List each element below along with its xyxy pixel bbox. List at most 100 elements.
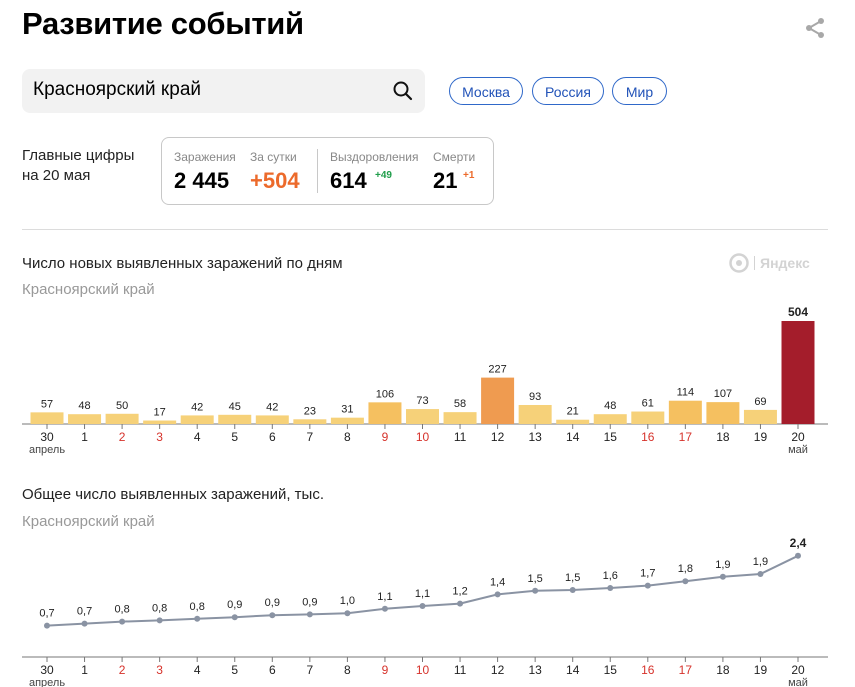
point-value-label: 1,9 bbox=[753, 556, 768, 568]
deaths-delta: +1 bbox=[463, 170, 475, 181]
bar-value-label: 45 bbox=[229, 401, 241, 413]
bar bbox=[330, 417, 364, 424]
x-tick-label: 6 bbox=[269, 430, 276, 444]
x-tick-label: 18 bbox=[716, 430, 730, 444]
x-tick-label: 7 bbox=[307, 663, 314, 677]
stats-divider bbox=[317, 149, 318, 193]
point-value-label: 1,6 bbox=[603, 570, 618, 582]
bar bbox=[556, 419, 590, 424]
x-tick-label: 15 bbox=[604, 663, 618, 677]
bar-value-label: 107 bbox=[714, 388, 732, 400]
bar-value-label: 23 bbox=[304, 405, 316, 417]
x-tick-label: 3 bbox=[156, 430, 163, 444]
bar bbox=[218, 414, 252, 424]
section-divider bbox=[22, 229, 828, 230]
infections-label: Заражения bbox=[174, 150, 236, 164]
bar bbox=[180, 415, 214, 424]
summary-label-line1: Главные цифры bbox=[22, 147, 135, 164]
bar-value-label: 69 bbox=[754, 396, 766, 408]
bar-value-label: 227 bbox=[488, 364, 506, 376]
x-tick-label: 1 bbox=[81, 430, 88, 444]
bar bbox=[68, 414, 102, 424]
point-value-label: 1,9 bbox=[715, 559, 730, 571]
bar-value-label: 58 bbox=[454, 398, 466, 410]
x-tick-label: 16 bbox=[641, 430, 655, 444]
bar bbox=[406, 409, 439, 424]
x-tick-label: 16 bbox=[641, 663, 655, 677]
page-title: Развитие событий bbox=[22, 6, 304, 41]
bar bbox=[743, 409, 777, 424]
x-tick-label: 30 bbox=[40, 663, 54, 677]
data-point bbox=[644, 582, 651, 589]
summary-stats: Заражения 2 445 За сутки +504 Выздоровле… bbox=[161, 137, 494, 205]
location-russia-button[interactable]: Россия bbox=[532, 77, 604, 105]
data-point bbox=[457, 600, 464, 607]
x-tick-label: 9 bbox=[382, 430, 389, 444]
recovered-value: 614 bbox=[330, 168, 367, 193]
bar-value-label: 93 bbox=[529, 391, 541, 403]
data-point bbox=[757, 571, 764, 577]
search-icon[interactable] bbox=[391, 79, 415, 103]
x-tick-label: 3 bbox=[156, 663, 163, 677]
x-tick-label: 2 bbox=[119, 430, 126, 444]
bar bbox=[593, 414, 627, 424]
data-point bbox=[494, 591, 501, 598]
x-tick-label: 4 bbox=[194, 430, 201, 444]
location-moscow-button[interactable]: Москва bbox=[449, 77, 523, 105]
location-world-button[interactable]: Мир bbox=[612, 77, 667, 105]
x-tick-label: 8 bbox=[344, 430, 351, 444]
data-point bbox=[119, 618, 126, 625]
summary-label-date: на 20 мая bbox=[22, 167, 91, 184]
daily-chart-title: Число новых выявленных заражений по дням bbox=[22, 255, 343, 272]
bar-value-label: 21 bbox=[567, 406, 579, 418]
data-point bbox=[306, 611, 313, 618]
x-tick-label: 12 bbox=[491, 663, 505, 677]
x-tick-label: 8 bbox=[344, 663, 351, 677]
point-value-label: 1,4 bbox=[490, 576, 505, 588]
share-icon[interactable] bbox=[803, 16, 827, 40]
point-value-label: 0,7 bbox=[39, 608, 54, 620]
bar bbox=[781, 321, 815, 424]
point-value-label: 1,2 bbox=[452, 586, 467, 598]
search-box bbox=[22, 69, 425, 113]
x-tick-label: 30 bbox=[40, 430, 54, 444]
x-tick-label: 9 bbox=[382, 663, 389, 677]
x-tick-label: 4 bbox=[194, 663, 201, 677]
bar-value-label: 106 bbox=[376, 388, 394, 400]
point-value-label: 0,7 bbox=[77, 606, 92, 618]
data-point bbox=[569, 587, 576, 593]
month-label: май bbox=[788, 677, 808, 687]
bar-value-label: 42 bbox=[266, 401, 278, 413]
bar bbox=[143, 420, 177, 424]
recovered-label: Выздоровления bbox=[330, 150, 419, 164]
deaths-value: 21 bbox=[433, 168, 458, 193]
bar-value-label: 48 bbox=[78, 400, 90, 412]
x-tick-label: 6 bbox=[269, 663, 276, 677]
bar-value-label: 48 bbox=[604, 400, 616, 412]
point-value-label: 1,5 bbox=[565, 572, 580, 584]
daily-chart-subtitle: Красноярский край bbox=[22, 281, 155, 298]
bar bbox=[293, 419, 327, 424]
x-tick-label: 13 bbox=[528, 663, 542, 677]
yandex-logo-icon bbox=[729, 253, 749, 273]
total-chart-title: Общее число выявленных заражений, тыс. bbox=[22, 486, 324, 503]
data-point bbox=[795, 552, 801, 559]
x-tick-label: 20 bbox=[791, 663, 805, 677]
data-point bbox=[682, 578, 689, 585]
data-point bbox=[419, 603, 426, 609]
bar-value-label: 17 bbox=[154, 407, 166, 419]
data-point bbox=[44, 622, 50, 629]
daily-cases-chart: 5730апрель481502173424455426237318106973… bbox=[22, 305, 828, 456]
search-input[interactable] bbox=[33, 79, 373, 101]
data-point bbox=[607, 585, 614, 591]
point-value-label: 0,8 bbox=[152, 602, 167, 614]
x-tick-label: 14 bbox=[566, 430, 580, 444]
x-tick-label: 19 bbox=[754, 663, 768, 677]
yandex-logo-text: Яндекс bbox=[760, 255, 810, 271]
x-tick-label: 5 bbox=[231, 663, 238, 677]
per-day-label: За сутки bbox=[250, 150, 297, 164]
point-value-label: 0,9 bbox=[227, 599, 242, 611]
point-value-label: 1,8 bbox=[678, 563, 693, 575]
point-value-label: 1,1 bbox=[415, 588, 430, 600]
